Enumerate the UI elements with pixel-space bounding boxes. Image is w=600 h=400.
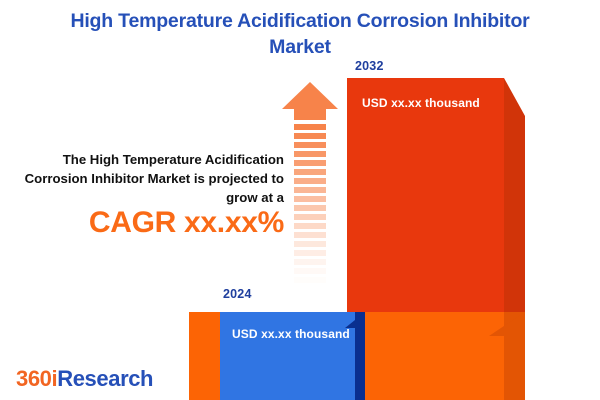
- growth-statement: The High Temperature Acidification Corro…: [24, 152, 284, 205]
- growth-arrow-icon: [281, 82, 339, 290]
- year-label-2032: 2032: [355, 59, 384, 73]
- logo-text-360: 360: [16, 366, 52, 391]
- bar-2032-side-face: [504, 78, 525, 312]
- logo-text-research: Research: [57, 366, 154, 391]
- logo-text-i: i: [51, 366, 58, 391]
- bar-value-label-2024: USD xx.xx thousand: [232, 327, 350, 341]
- bar-value-label-2032: USD xx.xx thousand: [362, 96, 480, 110]
- bar-2024-front-face: [220, 312, 355, 400]
- bar-2024-side-face: [355, 312, 365, 400]
- bar-2032-front-face: [347, 78, 504, 312]
- cagr-value: CAGR xx.xx%: [88, 206, 284, 239]
- page-title: High Temperature Acidification Corrosion…: [70, 10, 530, 58]
- year-label-2024: 2024: [223, 287, 252, 301]
- company-logo: 360iResearch: [16, 366, 154, 392]
